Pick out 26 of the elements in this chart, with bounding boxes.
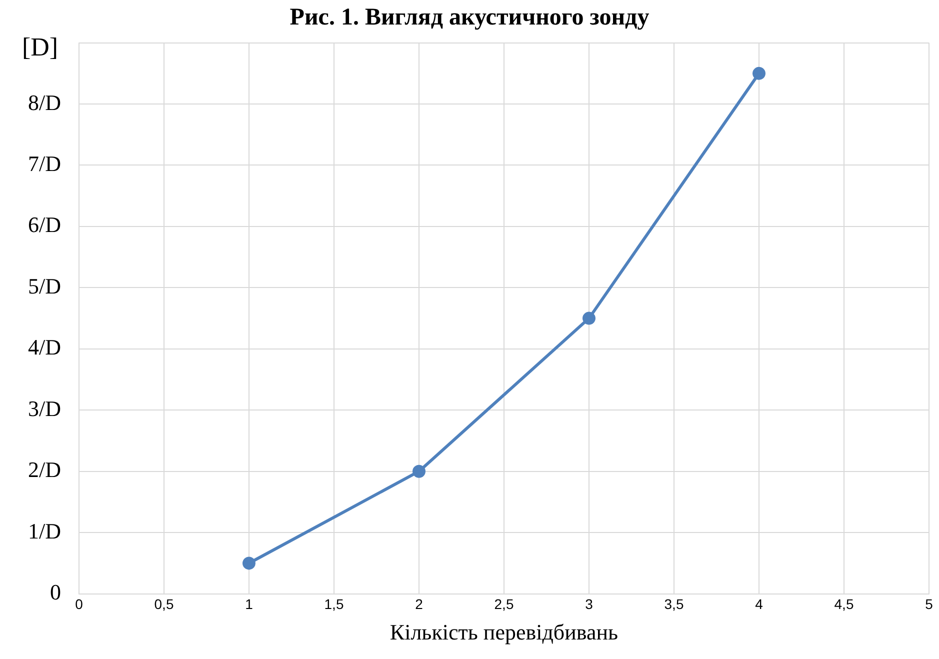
point	[242, 556, 256, 570]
x-tick-label: 1,5	[324, 596, 344, 612]
y-tick-label: 1/D	[28, 518, 61, 544]
x-tick-label: 0	[75, 596, 84, 612]
chart-title: Рис. 1. Вигляд акустичного зонду	[290, 4, 650, 31]
x-tick-label: 5	[925, 596, 934, 612]
y-tick-label: 5/D	[28, 273, 61, 298]
y-tick-label: 8/D	[28, 90, 61, 115]
x-tick-label: 1	[245, 596, 254, 612]
point	[752, 66, 766, 80]
x-tick-label: 3	[585, 596, 594, 612]
y-tick-label: 2/D	[28, 457, 61, 482]
y-tick-label: 6/D	[28, 212, 61, 238]
point	[412, 464, 426, 478]
x-tick-label: 2	[415, 596, 424, 612]
y-tick-label: 4/D	[28, 334, 61, 360]
point	[582, 312, 596, 325]
x-tick-label: 4	[755, 596, 764, 612]
y-tick-label: 7/D	[28, 151, 61, 176]
x-tick-label: 3,5	[664, 596, 684, 612]
x-tick-label: 0,5	[154, 596, 174, 612]
y-tick-label: 3/D	[28, 396, 61, 421]
x-tick-label: 2,5	[494, 596, 514, 612]
x-axis-title: Кількість перевідбивань	[390, 620, 618, 645]
y-axis-title: [D]	[22, 32, 58, 62]
x-tick-label: 4,5	[834, 596, 854, 612]
